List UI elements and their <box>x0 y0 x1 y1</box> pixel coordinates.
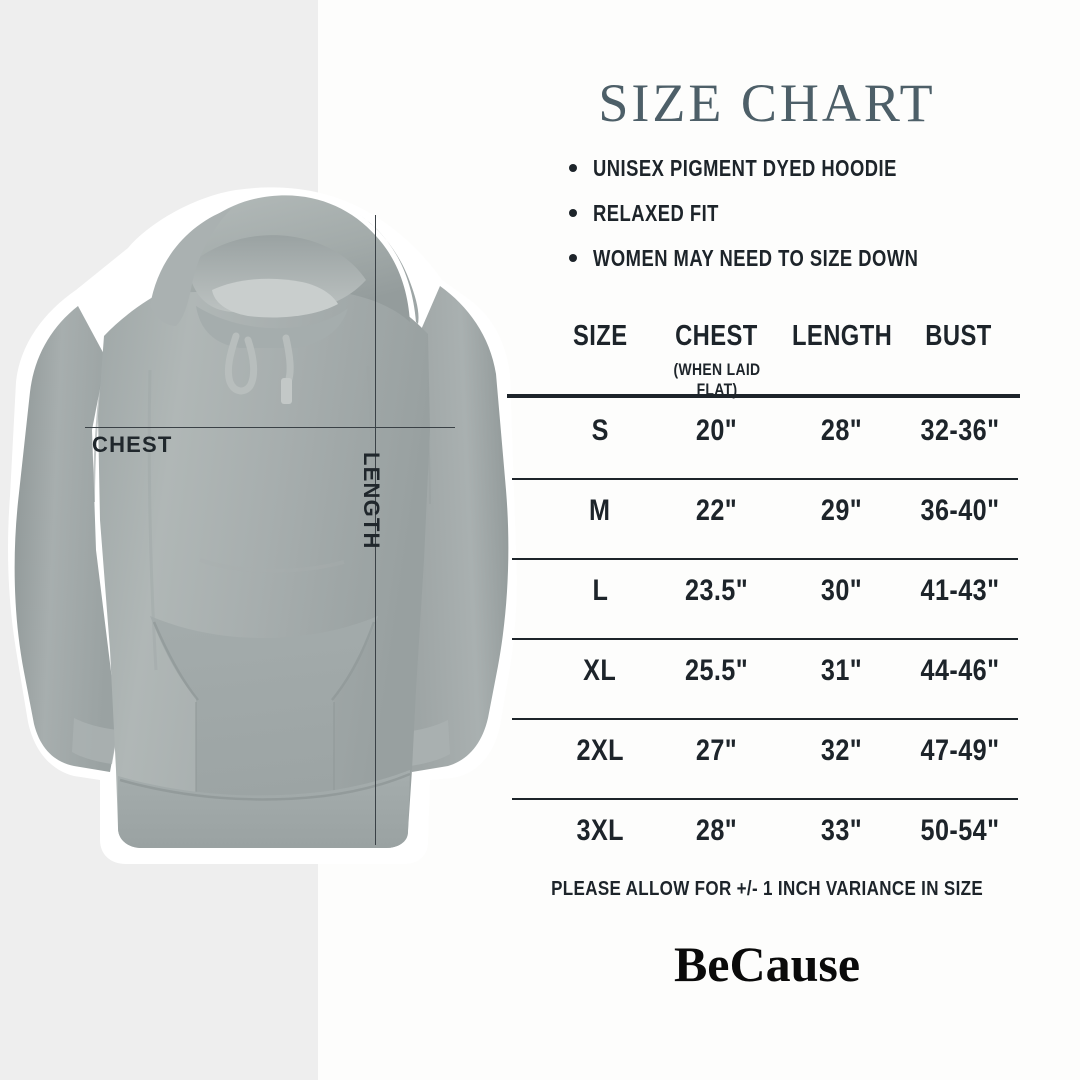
row-divider <box>512 478 1018 480</box>
table-row: M 22" 29" 36-40" <box>507 496 1027 576</box>
table-top-rule <box>507 394 1020 398</box>
bullet-text: RELAXED FIT <box>593 200 719 226</box>
bullet-dot-icon <box>569 164 577 172</box>
row-divider <box>512 558 1018 560</box>
list-item: UNISEX PIGMENT DYED HOODIE <box>569 155 1039 182</box>
cell-length: 30" <box>821 574 863 607</box>
row-divider <box>512 798 1018 800</box>
cell-bust: 44-46" <box>920 654 1000 687</box>
feature-bullet-list: UNISEX PIGMENT DYED HOODIE RELAXED FIT W… <box>569 155 1039 290</box>
cell-length: 29" <box>821 494 863 527</box>
cell-bust: 50-54" <box>920 814 1000 847</box>
chest-measure-label: CHEST <box>92 432 173 457</box>
variance-note: PLEASE ALLOW FOR +/- 1 INCH VARIANCE IN … <box>551 878 983 900</box>
row-divider <box>512 638 1018 640</box>
cell-bust: 36-40" <box>920 494 1000 527</box>
hoodie-illustration-icon <box>8 187 517 865</box>
cell-bust: 32-36" <box>920 414 1000 447</box>
list-item: RELAXED FIT <box>569 200 1039 227</box>
chest-measure-line <box>85 427 455 428</box>
cell-chest: 20" <box>696 414 738 447</box>
cell-size: 3XL <box>576 814 624 847</box>
cell-size: M <box>589 494 611 527</box>
cell-length: 32" <box>821 734 863 767</box>
cell-size: S <box>591 414 609 447</box>
brand-logo: BeCause <box>673 936 861 992</box>
cell-bust: 47-49" <box>920 734 1000 767</box>
cell-size: L <box>592 574 608 607</box>
cell-bust: 41-43" <box>920 574 1000 607</box>
column-header-bust: BUST <box>924 320 992 352</box>
bullet-dot-icon <box>569 209 577 217</box>
column-header-size: SIZE <box>572 320 628 352</box>
cell-chest: 28" <box>696 814 738 847</box>
hoodie-photo <box>0 130 520 890</box>
length-measure-line <box>375 215 376 845</box>
table-row: S 20" 28" 32-36" <box>507 416 1027 496</box>
column-header-chest: CHEST <box>675 320 758 352</box>
bullet-dot-icon <box>569 254 577 262</box>
cell-length: 31" <box>821 654 863 687</box>
column-header-length: LENGTH <box>792 320 893 352</box>
bullet-text: UNISEX PIGMENT DYED HOODIE <box>593 155 897 181</box>
row-divider <box>512 718 1018 720</box>
cell-chest: 22" <box>696 494 738 527</box>
chart-content: SIZE CHART UNISEX PIGMENT DYED HOODIE RE… <box>507 0 1027 1080</box>
bullet-text: WOMEN MAY NEED TO SIZE DOWN <box>593 245 919 271</box>
cell-size: 2XL <box>576 734 624 767</box>
table-row: 3XL 28" 33" 50-54" <box>507 816 1027 896</box>
cell-chest: 23.5" <box>685 574 749 607</box>
table-header-row: SIZE CHEST LENGTH BUST (WHEN LAID FLAT) <box>507 320 1027 399</box>
page-title: SIZE CHART <box>598 73 936 133</box>
cell-length: 28" <box>821 414 863 447</box>
cell-size: XL <box>583 654 617 687</box>
size-table: SIZE CHEST LENGTH BUST (WHEN LAID FLAT) … <box>507 320 1027 846</box>
cell-chest: 25.5" <box>685 654 749 687</box>
table-row: XL 25.5" 31" 44-46" <box>507 656 1027 736</box>
table-row: 2XL 27" 32" 47-49" <box>507 736 1027 816</box>
cell-chest: 27" <box>696 734 738 767</box>
list-item: WOMEN MAY NEED TO SIZE DOWN <box>569 245 1039 272</box>
cell-length: 33" <box>821 814 863 847</box>
length-measure-label: LENGTH <box>359 452 384 550</box>
table-row: L 23.5" 30" 41-43" <box>507 576 1027 656</box>
